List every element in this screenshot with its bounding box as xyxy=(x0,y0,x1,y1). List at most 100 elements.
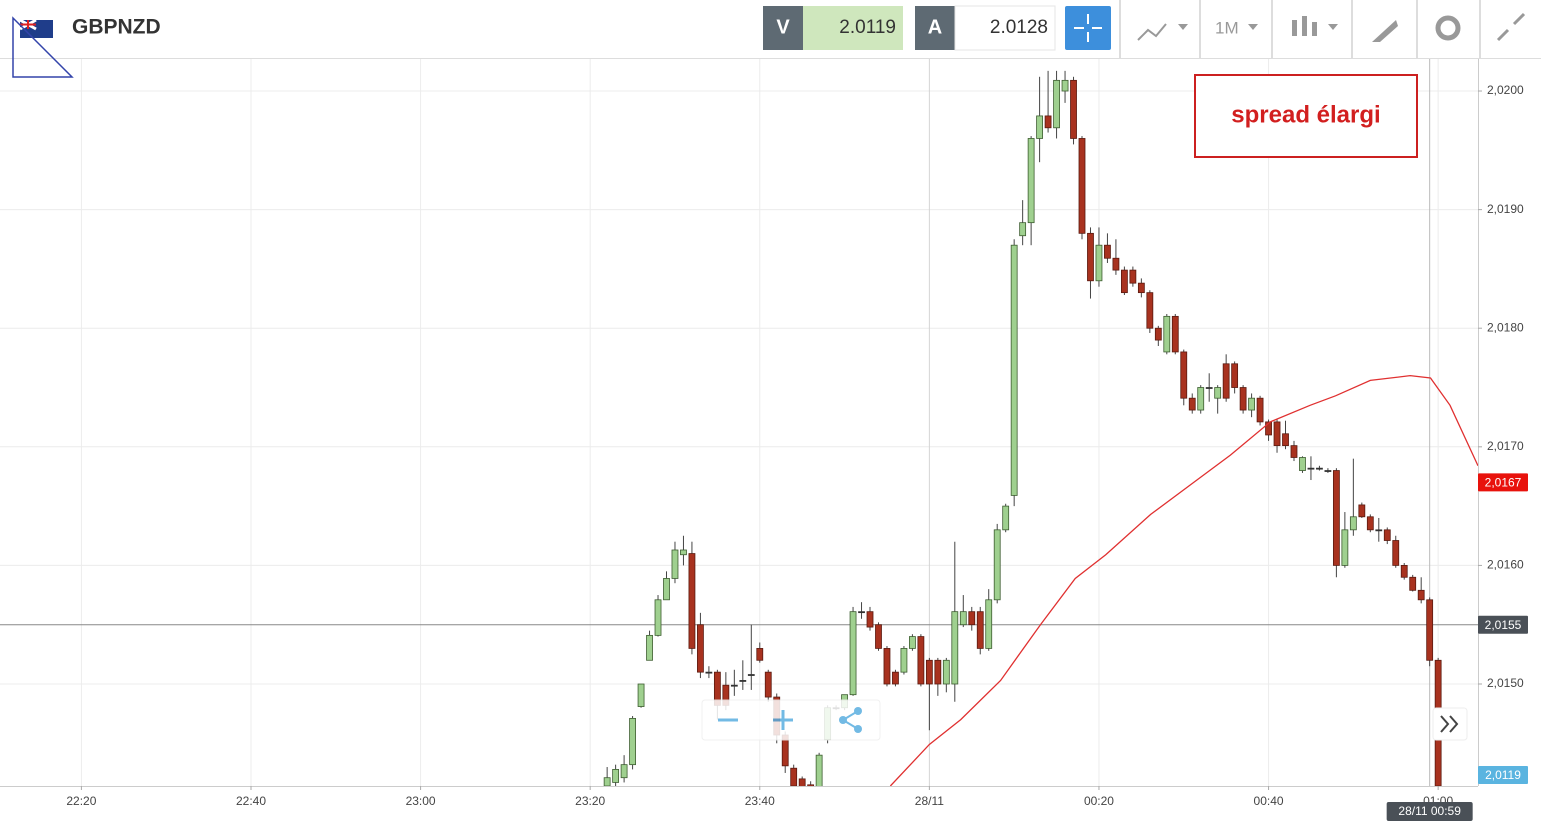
candle-body xyxy=(1163,315,1171,353)
candle-body xyxy=(1095,244,1103,282)
candle-body xyxy=(756,648,764,661)
candle-body xyxy=(629,717,636,766)
scroll-right[interactable] xyxy=(1432,707,1468,741)
draw-icon[interactable] xyxy=(1372,20,1398,42)
plot-area xyxy=(603,70,1478,786)
candle-body xyxy=(1154,327,1162,341)
candle-body xyxy=(1273,421,1281,447)
candle-body xyxy=(1392,540,1400,566)
candle-body xyxy=(671,549,679,579)
candle-body xyxy=(1383,529,1391,541)
x-tick-label: 22:20 xyxy=(66,794,96,808)
candle-body xyxy=(1307,467,1315,470)
candle-body xyxy=(620,764,628,779)
candle-body xyxy=(1104,244,1111,259)
zoom-in[interactable] xyxy=(773,710,793,730)
candle-body xyxy=(1188,397,1196,411)
annotation-box xyxy=(1194,74,1418,158)
grid xyxy=(0,59,1478,786)
candle-body xyxy=(663,578,670,601)
candle-body xyxy=(1265,421,1272,436)
candle-body xyxy=(1078,138,1086,234)
candle-body xyxy=(976,611,984,649)
candle-body xyxy=(1070,79,1077,139)
ask-price: 2.0128 xyxy=(990,17,1048,38)
candle-body xyxy=(1002,505,1010,531)
candle-body xyxy=(1341,529,1349,566)
x-tick-label: 22:40 xyxy=(236,794,266,808)
y-tick-label: 2,0160 xyxy=(1487,558,1524,572)
candle-body xyxy=(1010,244,1018,496)
bid-price: 2.0119 xyxy=(839,17,896,38)
x-tick-label: 00:20 xyxy=(1084,794,1114,808)
candle-body xyxy=(1171,315,1179,353)
share[interactable] xyxy=(839,707,862,733)
candle-body xyxy=(697,624,704,673)
price-marker xyxy=(1478,615,1528,634)
crosshair-label: 28/11 00:59 xyxy=(1398,804,1461,818)
candle-body xyxy=(790,767,798,786)
candle-body xyxy=(747,674,755,676)
candle-body xyxy=(1205,387,1213,389)
candle-body xyxy=(1366,516,1374,531)
candle-body xyxy=(739,680,747,682)
settings-icon[interactable] xyxy=(1435,15,1461,41)
y-tick-label: 2,0180 xyxy=(1487,320,1524,334)
candle-body xyxy=(1409,576,1417,591)
candle-body xyxy=(680,549,687,556)
price-marker-label: 2,0167 xyxy=(1485,476,1522,490)
crosshair-button[interactable] xyxy=(1065,6,1111,50)
candle-body xyxy=(1290,445,1298,458)
toolbar-separators xyxy=(1119,0,1481,58)
candle-body xyxy=(951,611,959,685)
candle-body xyxy=(883,648,891,685)
candle-body xyxy=(1400,565,1408,578)
candle-body xyxy=(730,684,738,687)
price-marker xyxy=(1478,473,1528,492)
y-tick-label: 2,0170 xyxy=(1487,439,1524,453)
collapse-icon[interactable] xyxy=(1496,12,1526,42)
y-tick-label: 2,0190 xyxy=(1487,202,1524,216)
candle-body xyxy=(807,784,815,786)
ask-button[interactable] xyxy=(915,6,955,50)
ask-box xyxy=(954,5,1056,51)
candle-body xyxy=(1027,138,1035,224)
x-tick-label: 28/11 xyxy=(915,794,944,808)
ask-label: A xyxy=(928,16,942,38)
candle-body xyxy=(1316,467,1323,470)
candle-body xyxy=(1019,222,1027,237)
candle-body xyxy=(993,529,1001,601)
candle-body xyxy=(1332,470,1340,566)
candle-body xyxy=(1239,387,1247,411)
candle-body xyxy=(1087,232,1094,282)
candle-body xyxy=(942,659,950,685)
x-tick-label: 23:20 xyxy=(575,794,605,808)
candle-body xyxy=(612,768,620,783)
candle-body xyxy=(1120,269,1128,294)
labels: 28/11 00:59 2,0167 2,0155 2,0119 xyxy=(1386,473,1528,821)
timeframe[interactable]: 1M xyxy=(1215,18,1239,37)
chart-type-icon[interactable] xyxy=(1137,23,1188,41)
flag xyxy=(12,16,74,78)
candle-body xyxy=(1349,516,1357,531)
candle-body xyxy=(900,648,908,673)
candle-body xyxy=(1222,363,1230,399)
candle-body xyxy=(1358,504,1366,518)
candle-body xyxy=(637,683,645,707)
moving-average xyxy=(889,374,1478,786)
x-tick-label: 23:00 xyxy=(406,794,436,808)
candle-body xyxy=(1197,387,1205,411)
crosshair-icon xyxy=(1074,14,1102,42)
bid-box xyxy=(803,6,903,50)
candle-body xyxy=(934,659,942,685)
bid-button[interactable] xyxy=(763,6,803,50)
x-tick-label: 00:40 xyxy=(1254,794,1284,808)
candle-icon[interactable] xyxy=(1292,16,1338,36)
candle-body xyxy=(1044,115,1052,129)
bid-label: V xyxy=(776,16,790,38)
candle-body xyxy=(1214,387,1222,399)
price-marker-label: 2,0119 xyxy=(1485,768,1521,782)
candle-body xyxy=(1180,351,1188,399)
candle-body xyxy=(1417,589,1425,601)
